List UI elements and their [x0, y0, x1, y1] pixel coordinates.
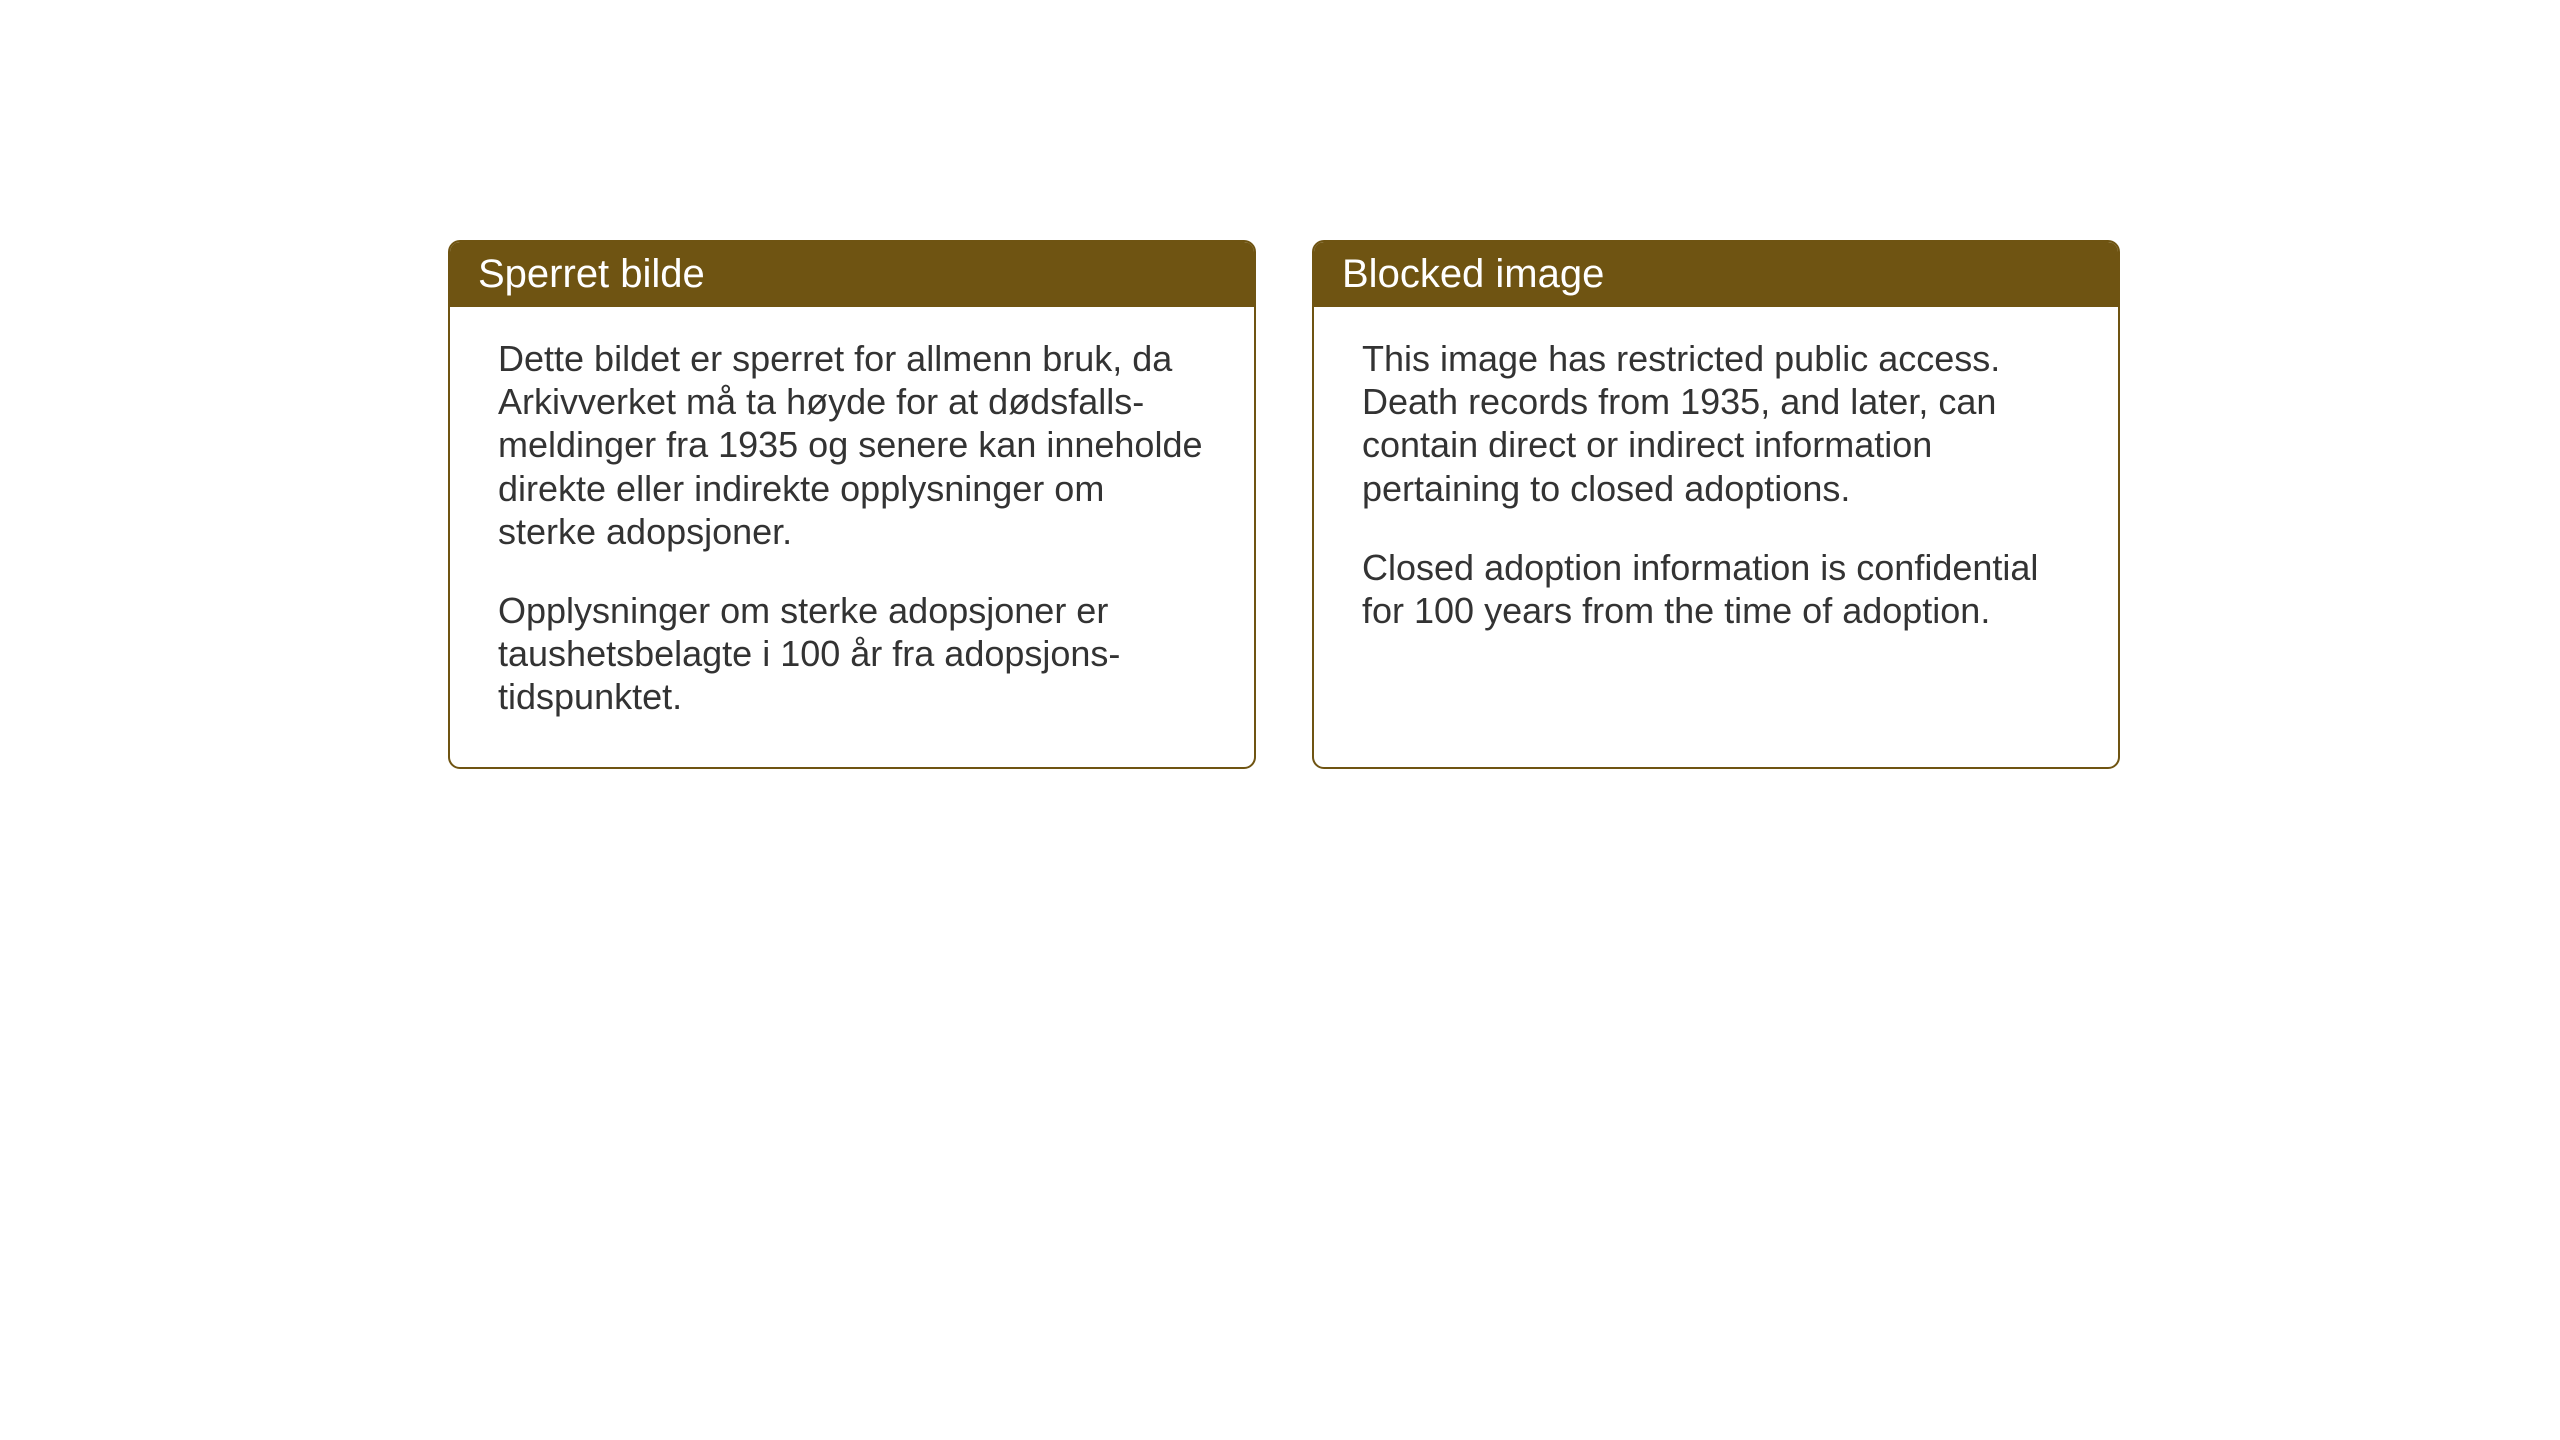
notice-body-english: This image has restricted public access.…: [1314, 307, 2118, 749]
notice-card-norwegian: Sperret bilde Dette bildet er sperret fo…: [448, 240, 1256, 769]
notice-paragraph-2-norwegian: Opplysninger om sterke adopsjoner er tau…: [498, 589, 1206, 719]
notice-card-english: Blocked image This image has restricted …: [1312, 240, 2120, 769]
notice-header-english: Blocked image: [1314, 242, 2118, 307]
notice-container: Sperret bilde Dette bildet er sperret fo…: [448, 240, 2120, 769]
notice-header-norwegian: Sperret bilde: [450, 242, 1254, 307]
notice-paragraph-1-norwegian: Dette bildet er sperret for allmenn bruk…: [498, 337, 1206, 553]
notice-title-english: Blocked image: [1342, 252, 2090, 297]
notice-title-norwegian: Sperret bilde: [478, 252, 1226, 297]
notice-body-norwegian: Dette bildet er sperret for allmenn bruk…: [450, 307, 1254, 767]
notice-paragraph-1-english: This image has restricted public access.…: [1362, 337, 2070, 510]
notice-paragraph-2-english: Closed adoption information is confident…: [1362, 546, 2070, 632]
